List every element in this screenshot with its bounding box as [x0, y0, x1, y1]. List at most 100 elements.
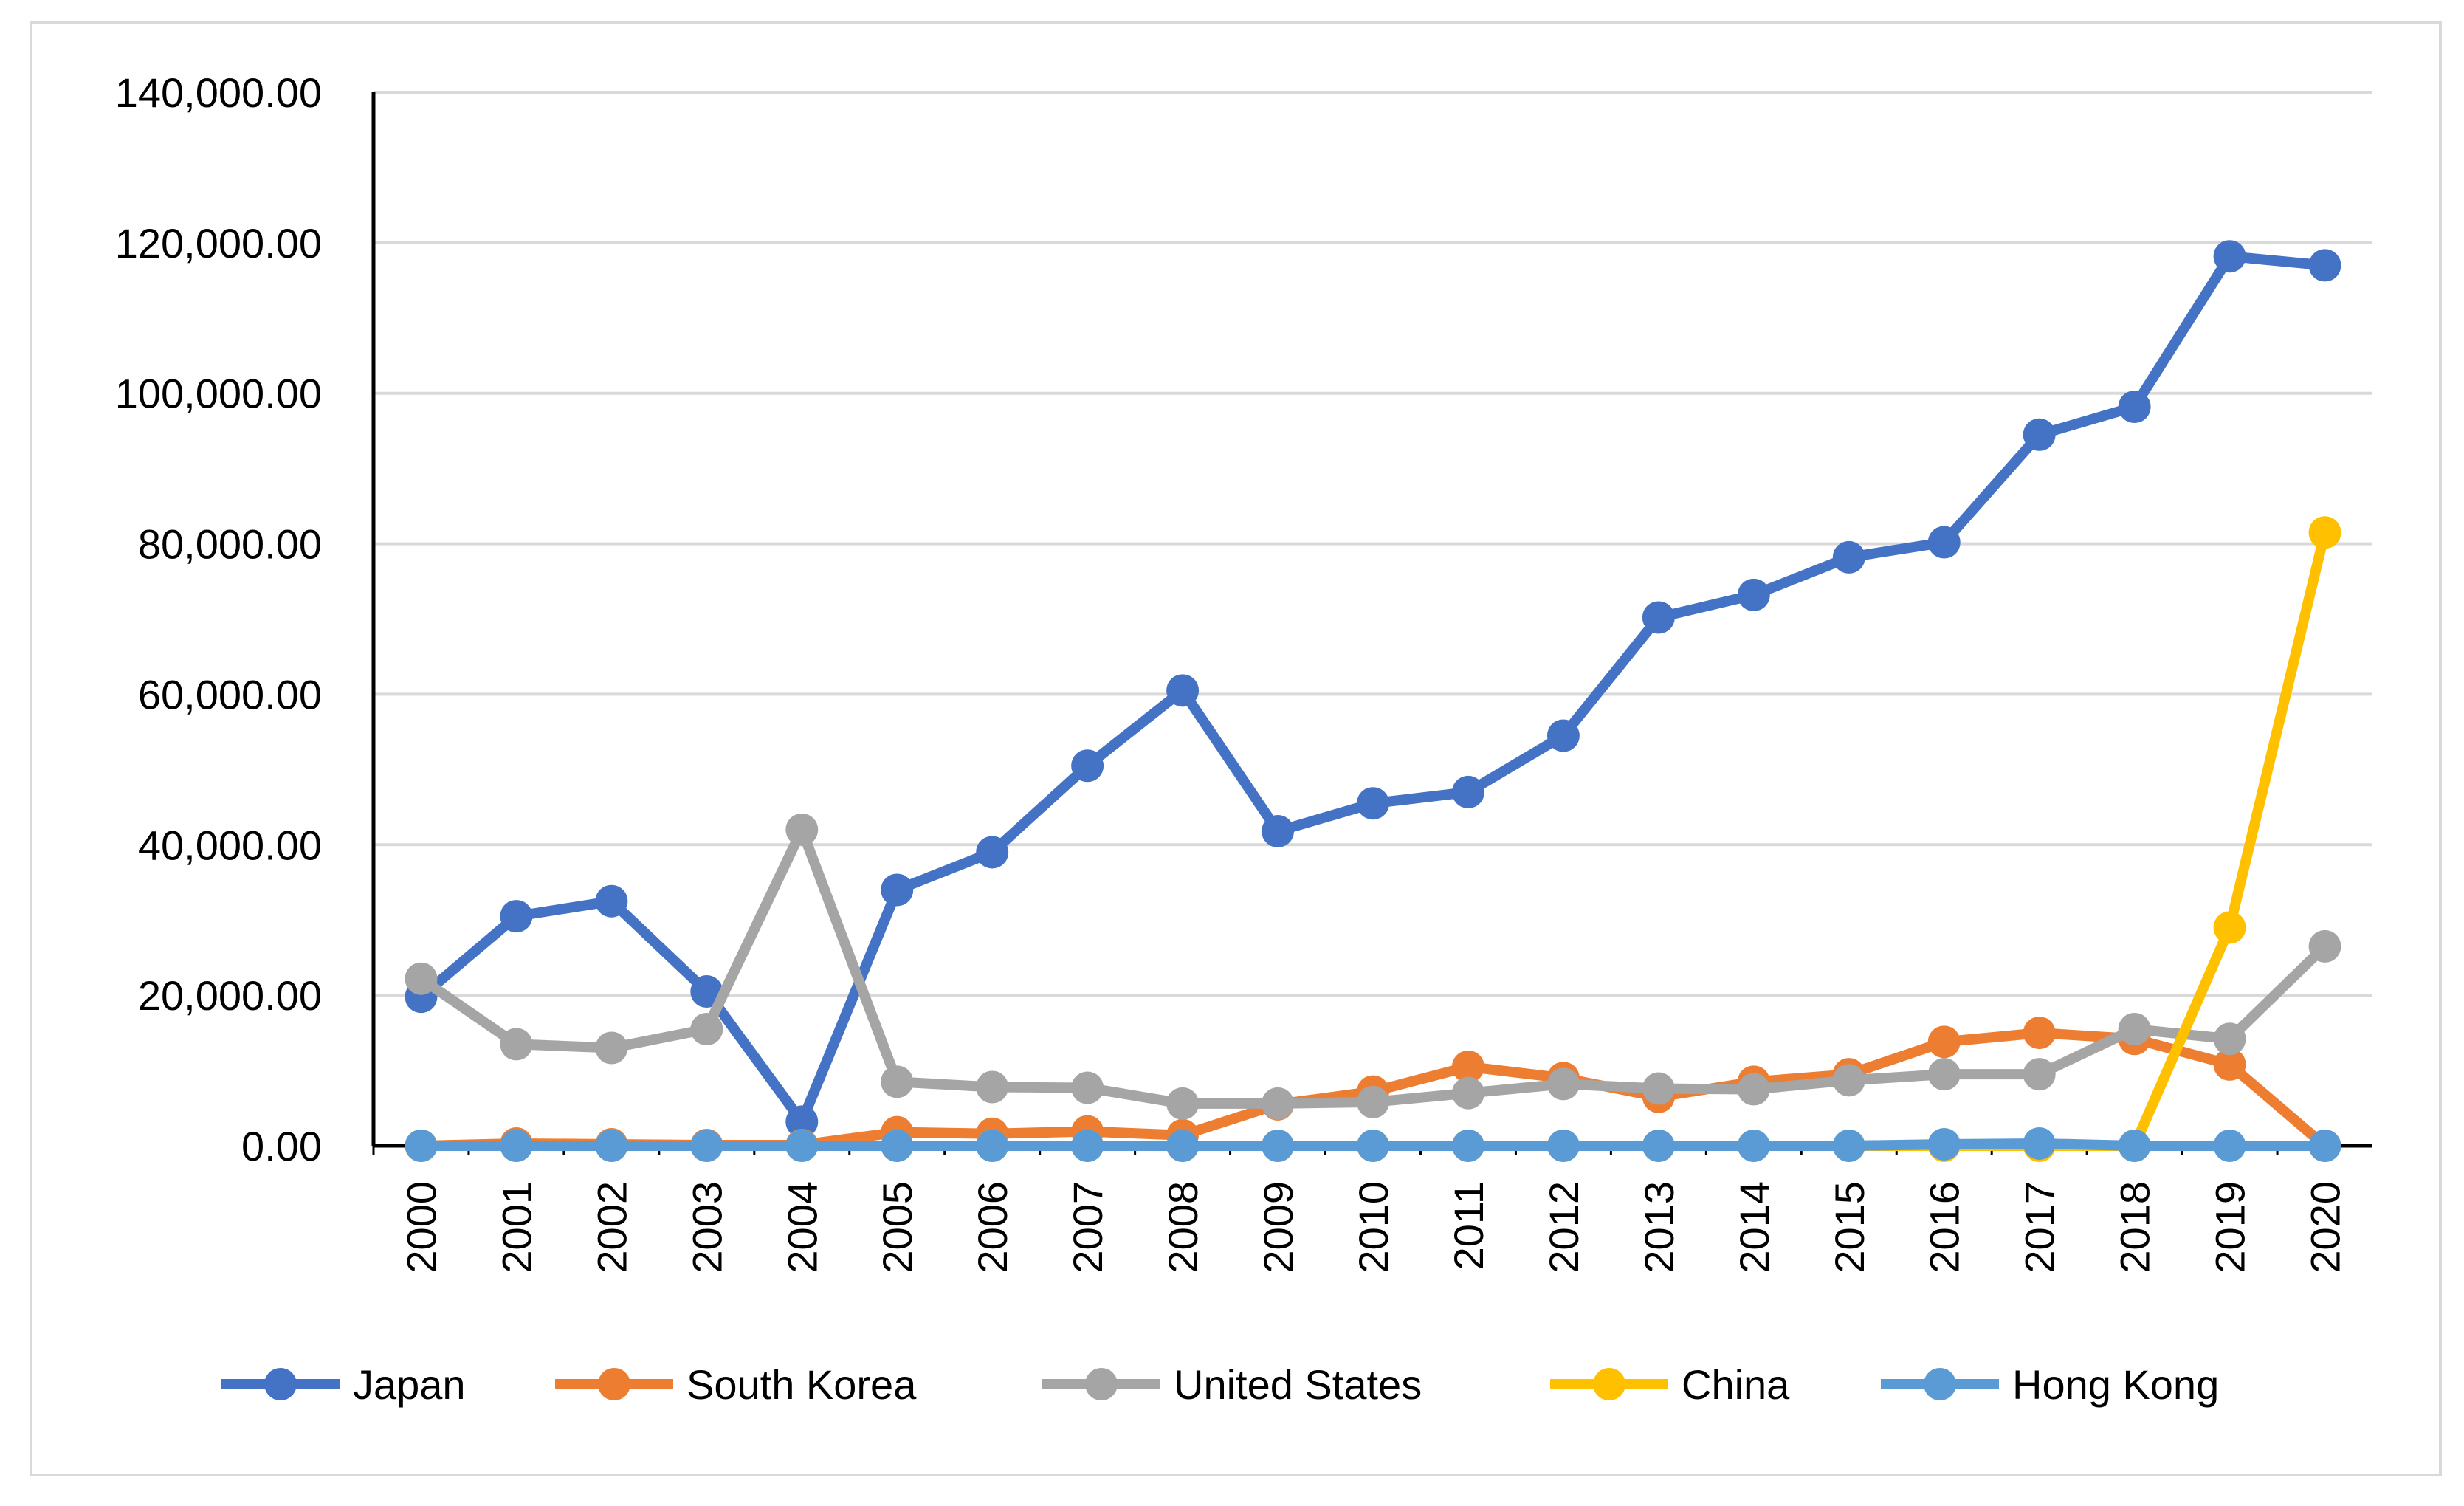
data-point: [2308, 929, 2341, 963]
data-point: [500, 900, 533, 933]
x-axis-tick-labels: 2000 2001 2002 2003 2004 2005 2006 2007 2008 2009…: [398, 1181, 2348, 1273]
x-tick-label: 2009: [1255, 1181, 1301, 1273]
x-tick-label: 2020: [2302, 1181, 2349, 1273]
legend-item-united-states: United States: [1042, 1361, 1422, 1408]
data-point: [1546, 1130, 1580, 1162]
data-point: [785, 1130, 819, 1162]
data-point: [2308, 249, 2341, 282]
y-tick-label: 0.00: [241, 1123, 322, 1169]
data-point: [500, 1130, 533, 1162]
data-point: [2023, 418, 2056, 451]
data-point: [1451, 775, 1484, 808]
legend-label: South Korea: [686, 1361, 917, 1408]
x-tick-label: 2019: [2207, 1181, 2254, 1273]
x-tick-label: 2014: [1731, 1181, 1778, 1273]
data-point: [690, 1130, 723, 1162]
x-tick-label: 2008: [1160, 1181, 1206, 1273]
data-point: [976, 1130, 1009, 1162]
x-tick-label: 2013: [1636, 1181, 1682, 1273]
data-point: [881, 1130, 914, 1162]
y-tick-label: 40,000.00: [138, 822, 322, 868]
data-point: [881, 1065, 914, 1098]
data-point: [2213, 1022, 2246, 1056]
data-point: [1737, 1073, 1770, 1106]
data-point: [405, 962, 438, 995]
data-point: [595, 884, 628, 918]
data-point: [2308, 1130, 2341, 1162]
data-point: [2308, 516, 2341, 549]
data-point: [2023, 1017, 2056, 1050]
data-point: [2213, 1048, 2246, 1081]
legend-item-japan: Japan: [221, 1361, 466, 1408]
series-hong-kong: [405, 1127, 2341, 1162]
data-point: [1071, 1130, 1104, 1162]
gridlines: [374, 91, 2372, 997]
x-tick-label: 2006: [969, 1181, 1016, 1273]
legend-label: China: [1682, 1361, 1790, 1408]
data-point: [1927, 526, 1961, 559]
data-point: [1546, 719, 1580, 752]
data-point: [785, 1105, 819, 1138]
data-point: [1832, 1064, 1865, 1097]
data-point: [1832, 1130, 1865, 1162]
data-point: [1357, 787, 1389, 820]
x-tick-label: 2018: [2112, 1181, 2158, 1273]
x-tick-label: 2012: [1541, 1181, 1587, 1273]
data-point: [1451, 1130, 1484, 1162]
data-point: [1737, 578, 1770, 611]
y-tick-label: 60,000.00: [138, 671, 322, 718]
data-point: [1832, 540, 1865, 574]
y-tick-label: 20,000.00: [138, 972, 322, 1019]
data-point: [2118, 1130, 2151, 1162]
x-tick-label: 2004: [779, 1181, 825, 1273]
legend-label: United States: [1174, 1361, 1422, 1408]
data-point: [2118, 1013, 2151, 1046]
data-point: [2213, 911, 2246, 944]
x-tick-label: 2010: [1350, 1181, 1397, 1273]
legend-swatch-marker: [1924, 1368, 1956, 1400]
legend-item-hong-kong: Hong Kong: [1881, 1361, 2219, 1408]
data-point: [1071, 749, 1104, 783]
data-point: [1642, 1072, 1675, 1105]
data-point: [1262, 1087, 1295, 1120]
legend-label: Hong Kong: [2012, 1361, 2219, 1408]
data-point: [976, 1070, 1009, 1104]
y-tick-label: 140,000.00: [115, 69, 322, 116]
data-point: [500, 1028, 533, 1061]
data-point: [595, 1031, 628, 1065]
data-point: [1546, 1067, 1580, 1101]
x-tick-label: 2011: [1445, 1181, 1492, 1270]
legend-item-china: China: [1550, 1361, 1790, 1408]
data-point: [976, 836, 1009, 869]
data-point: [595, 1130, 628, 1162]
x-tick-label: 2003: [684, 1181, 730, 1273]
x-tick-label: 2001: [493, 1181, 540, 1273]
legend-swatch-marker: [1085, 1368, 1118, 1400]
legend-swatch-marker: [598, 1368, 630, 1400]
data-point: [1642, 1130, 1675, 1162]
data-point: [1737, 1130, 1770, 1162]
x-tick-label: 2007: [1064, 1181, 1111, 1273]
x-tick-label: 2005: [874, 1181, 920, 1273]
x-tick-label: 2002: [588, 1181, 635, 1273]
data-point: [1166, 1087, 1200, 1120]
data-point: [690, 975, 723, 1008]
data-point: [2213, 1130, 2246, 1162]
data-point: [1166, 1130, 1200, 1162]
data-point: [1357, 1085, 1389, 1118]
chart-border: [30, 21, 2442, 1476]
data-point: [1451, 1076, 1484, 1110]
legend-swatch-marker: [264, 1368, 297, 1400]
y-tick-label: 80,000.00: [138, 521, 322, 568]
y-tick-label: 120,000.00: [115, 220, 322, 267]
data-point: [881, 873, 914, 907]
x-tick-label: 2016: [1921, 1181, 1968, 1273]
data-point: [405, 1130, 438, 1162]
data-point: [1927, 1058, 1961, 1091]
data-point: [2023, 1058, 2056, 1091]
data-point: [1262, 814, 1295, 847]
data-point: [2213, 240, 2246, 273]
data-point: [2023, 1127, 2056, 1160]
data-point: [1642, 601, 1675, 634]
